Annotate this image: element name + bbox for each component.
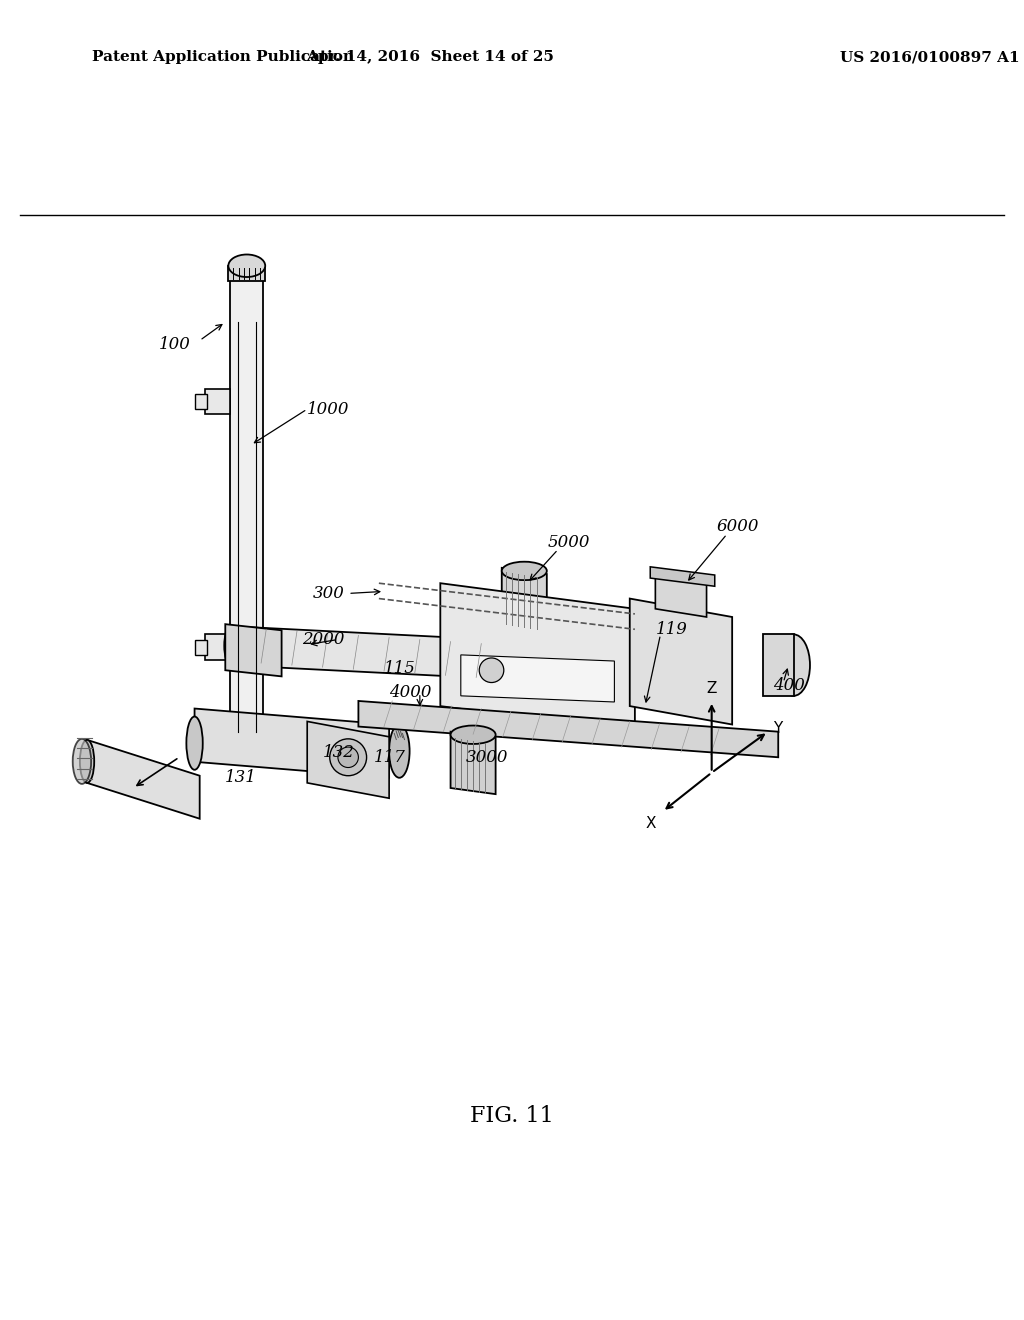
Text: 4000: 4000 (389, 684, 432, 701)
Ellipse shape (224, 626, 237, 665)
Ellipse shape (389, 725, 410, 777)
Text: 3000: 3000 (466, 748, 509, 766)
Polygon shape (195, 709, 389, 777)
Polygon shape (225, 624, 282, 676)
Text: Y: Y (773, 721, 782, 737)
Polygon shape (195, 639, 207, 655)
Text: X: X (646, 816, 656, 830)
Ellipse shape (451, 726, 496, 744)
Polygon shape (195, 393, 207, 409)
Ellipse shape (502, 562, 547, 579)
Text: 132: 132 (323, 743, 354, 760)
Polygon shape (230, 626, 532, 681)
Polygon shape (763, 635, 794, 696)
Text: 131: 131 (225, 770, 257, 787)
Polygon shape (228, 265, 265, 281)
Polygon shape (502, 568, 547, 631)
Ellipse shape (80, 741, 94, 783)
Polygon shape (655, 573, 707, 616)
Circle shape (479, 657, 504, 682)
Text: 2000: 2000 (302, 631, 345, 648)
Polygon shape (650, 566, 715, 586)
Circle shape (338, 747, 358, 767)
Ellipse shape (228, 255, 265, 277)
Text: 1000: 1000 (307, 401, 350, 417)
Text: FIG. 11: FIG. 11 (470, 1105, 554, 1127)
Polygon shape (630, 598, 732, 725)
Text: 115: 115 (384, 660, 416, 677)
Polygon shape (307, 722, 389, 799)
Text: 5000: 5000 (548, 533, 591, 550)
Text: 119: 119 (655, 620, 687, 638)
Text: Patent Application Publication: Patent Application Publication (92, 50, 354, 65)
Text: 400: 400 (773, 677, 805, 694)
Ellipse shape (777, 635, 810, 696)
Text: 300: 300 (312, 585, 344, 602)
Text: 6000: 6000 (717, 519, 760, 536)
Polygon shape (440, 583, 635, 731)
Polygon shape (451, 731, 496, 795)
Text: Z: Z (707, 681, 717, 696)
Polygon shape (205, 388, 230, 414)
Polygon shape (205, 635, 230, 660)
Polygon shape (461, 655, 614, 702)
Text: 100: 100 (159, 337, 190, 354)
Polygon shape (358, 701, 778, 758)
Polygon shape (230, 271, 263, 742)
Ellipse shape (186, 717, 203, 770)
Text: Apr. 14, 2016  Sheet 14 of 25: Apr. 14, 2016 Sheet 14 of 25 (306, 50, 554, 65)
Text: 117: 117 (374, 748, 406, 766)
Circle shape (330, 739, 367, 776)
Text: US 2016/0100897 A1: US 2016/0100897 A1 (840, 50, 1019, 65)
Polygon shape (87, 741, 200, 818)
Ellipse shape (73, 739, 91, 784)
